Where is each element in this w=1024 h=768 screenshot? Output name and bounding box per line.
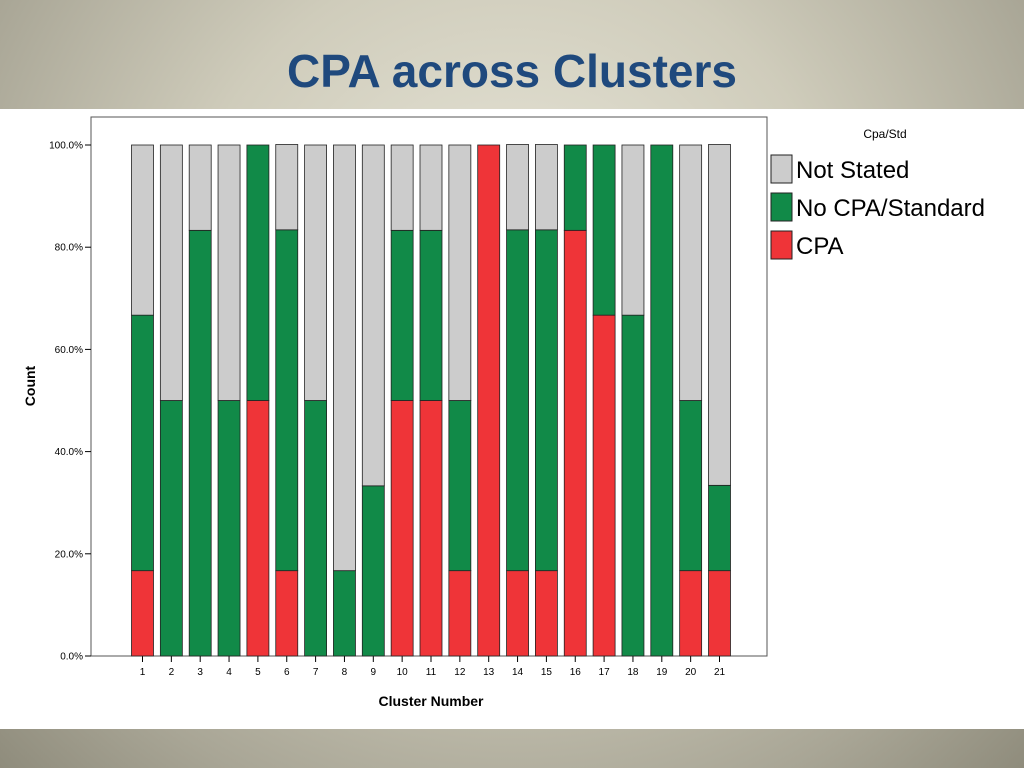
x-axis: 1 2 3 4 5 6 7 8 9 10 11 12 13 14 15 16 17 18 19 20 21 [140,656,726,678]
x-tick-label: 11 [426,667,437,678]
bars [131,144,731,657]
bar-segment [275,229,299,572]
bar-segment [304,400,328,657]
bar-segment [390,229,414,401]
x-tick-label: 5 [255,667,261,678]
x-tick-label: 4 [226,667,232,678]
bar-segment [563,229,587,657]
legend-label: CPA [796,233,844,260]
x-tick-label: 13 [483,667,495,678]
bar-segment [131,314,154,572]
legend-label: Not Stated [796,157,909,184]
legend-swatch [770,154,793,184]
bar-segment [535,570,558,657]
bar-segment [159,144,183,401]
bar-segment [217,144,241,401]
y-axis: 0.0% 20.0% 40.0% 60.0% 80.0% 100.0% [49,141,91,663]
x-tick-label: 1 [140,667,146,678]
x-axis-title: Cluster Number [378,693,484,709]
legend-swatch [770,192,793,222]
x-tick-label: 17 [599,667,611,678]
bar-segment [390,400,414,657]
bar-segment [275,144,299,231]
y-tick-label: 20.0% [55,549,83,560]
bar-segment [333,570,356,657]
bar-segment [419,144,443,231]
bar-segment [246,144,270,401]
bar-segment [188,229,212,657]
bar-segment [188,144,212,231]
x-tick-label: 10 [397,667,409,678]
bar-segment [217,400,241,657]
bar-segment [621,314,645,657]
x-tick-label: 2 [169,667,175,678]
x-tick-label: 18 [627,667,639,678]
bar-segment [275,570,299,657]
bar-segment [506,570,529,657]
bar-segment [390,144,414,231]
y-tick-label: 60.0% [55,345,83,356]
x-tick-label: 14 [512,667,524,678]
x-tick-label: 8 [342,667,348,678]
bar-segment [333,144,356,572]
bar-segment [246,400,270,657]
bar-segment [419,229,443,401]
legend-swatch [770,230,793,260]
bar-segment [708,570,731,657]
bar-segment [131,570,154,657]
slide-title: CPA across Clusters [287,45,737,97]
bar-segment [448,400,472,572]
bar-segment [477,144,501,657]
bar-segment [650,144,674,657]
y-tick-label: 80.0% [55,243,83,254]
legend-title: Cpa/Std [863,127,906,141]
bar-segment [304,144,328,401]
y-tick-label: 0.0% [60,652,83,663]
bar-segment [563,144,587,231]
bar-segment [419,400,443,657]
bar-segment [708,144,731,486]
bar-segment [679,144,703,401]
bar-segment [506,229,529,572]
bar-segment [535,229,558,572]
bar-segment [708,484,731,572]
x-tick-label: 20 [685,667,697,678]
x-tick-label: 12 [454,667,466,678]
x-tick-label: 16 [570,667,582,678]
legend-label: No CPA/Standard [796,195,985,222]
bar-segment [679,400,703,572]
x-tick-label: 21 [714,667,726,678]
bar-segment [592,144,616,316]
bar-segment [535,144,558,231]
y-tick-label: 100.0% [49,141,83,152]
bar-segment [159,400,183,657]
x-tick-label: 6 [284,667,290,678]
x-tick-label: 19 [656,667,668,678]
bar-segment [621,144,645,316]
bar-segment [679,570,703,657]
bar-segment [131,144,154,316]
x-tick-label: 15 [541,667,553,678]
x-tick-label: 9 [371,667,377,678]
bar-segment [592,314,616,657]
bar-segment [361,144,385,487]
bar-segment [506,144,529,231]
x-tick-label: 7 [313,667,319,678]
y-tick-label: 40.0% [55,447,83,458]
y-axis-title: Count [22,365,38,406]
legend: Cpa/Std Not Stated No CPA/Standard CPA [770,127,985,260]
bar-segment [448,144,472,401]
bar-segment [448,570,472,657]
x-tick-label: 3 [197,667,203,678]
bar-segment [361,485,385,657]
